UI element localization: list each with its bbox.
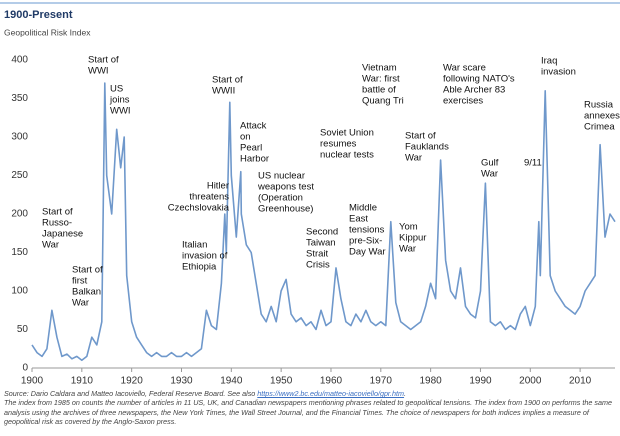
chart: 1900-Present Geopolitical Risk Index 0 50… bbox=[0, 2, 620, 387]
y-tick-label: 250 bbox=[11, 170, 28, 181]
annotation: tensions bbox=[349, 225, 385, 236]
x-tick-label: 1900 bbox=[21, 376, 44, 387]
annotation: invasion bbox=[541, 67, 576, 78]
annotation: Second bbox=[306, 227, 338, 238]
line bbox=[31, 82, 616, 362]
annotation: Quang Tri bbox=[362, 96, 404, 107]
source-note: Source: Dario Caldara and Matteo Iacovie… bbox=[4, 389, 612, 427]
annotation: Start of bbox=[72, 265, 103, 276]
annotation: Harbor bbox=[240, 154, 269, 165]
x-tick-label: 1950 bbox=[270, 376, 293, 387]
annotation: following NATO's bbox=[443, 74, 515, 85]
annotation: Ethiopia bbox=[182, 262, 217, 273]
annotation: first bbox=[72, 276, 88, 287]
annotation: Able Archer 83 bbox=[443, 85, 505, 96]
annotation: Taiwan bbox=[306, 238, 336, 249]
annotation: War bbox=[405, 153, 422, 164]
y-tick-label: 300 bbox=[11, 132, 28, 143]
annotation: Fauklands bbox=[405, 142, 449, 153]
x-tick-label: 1930 bbox=[170, 376, 193, 387]
annotation: US bbox=[110, 84, 123, 95]
y-tick-label: 50 bbox=[17, 324, 29, 335]
annotation: East bbox=[349, 214, 368, 225]
annotation: War bbox=[42, 240, 59, 251]
annotation: Japanese bbox=[42, 229, 83, 240]
annotation: Start of bbox=[212, 75, 243, 86]
y-tick-label: 150 bbox=[11, 247, 28, 258]
annotation: Attack bbox=[240, 121, 267, 132]
annotation: WWII bbox=[212, 86, 235, 97]
annotation: nuclear tests bbox=[320, 150, 374, 161]
chart-title: 1900-Present bbox=[4, 9, 73, 21]
annotation: Start of bbox=[88, 55, 119, 66]
annotation: WWI bbox=[88, 66, 109, 77]
annotation: Greenhouse) bbox=[258, 204, 313, 215]
annotation: battle of bbox=[362, 85, 396, 96]
x-tick-label: 1940 bbox=[220, 376, 243, 387]
annotation: weapons test bbox=[257, 182, 314, 193]
y-tick-label: 0 bbox=[22, 363, 28, 374]
annotation: Middle bbox=[349, 203, 377, 214]
annotation: invasion of bbox=[182, 251, 228, 262]
annotation: War bbox=[72, 298, 89, 309]
annotation: Yom bbox=[399, 222, 418, 233]
annotation: threatens bbox=[189, 192, 229, 203]
x-tick-label: 1910 bbox=[71, 376, 94, 387]
chart-subtitle: Geopolitical Risk Index bbox=[4, 27, 91, 37]
annotation: Italian bbox=[182, 240, 207, 251]
annotation: Czechslovakia bbox=[168, 203, 230, 214]
source-link[interactable]: https://www2.bc.edu/matteo-iacoviello/gp… bbox=[257, 389, 405, 398]
annotation: Kippur bbox=[399, 233, 426, 244]
annotation: Start of bbox=[42, 207, 73, 218]
annotation: Iraq bbox=[541, 56, 557, 67]
annotation: resumes bbox=[320, 139, 357, 150]
annotation: pre-Six- bbox=[349, 236, 382, 247]
x-tick-label: 1990 bbox=[469, 376, 492, 387]
x-tick-label: 1970 bbox=[370, 376, 393, 387]
y-tick-label: 400 bbox=[11, 55, 28, 66]
annotation: War bbox=[399, 244, 416, 255]
annotation: Hitler bbox=[207, 181, 229, 192]
note: The index from 1985 on counts the number… bbox=[4, 398, 612, 427]
annotation: War bbox=[481, 169, 498, 180]
x-tick-label: 2000 bbox=[519, 376, 542, 387]
annotation: Crisis bbox=[306, 260, 330, 271]
annotation: exercises bbox=[443, 96, 483, 107]
annotation: Russia bbox=[584, 100, 614, 111]
x-tick-label: 1960 bbox=[320, 376, 343, 387]
annotation: Vietnam bbox=[362, 63, 397, 74]
annotation: Gulf bbox=[481, 158, 499, 169]
annotation: Start of bbox=[405, 131, 436, 142]
annotation: Day War bbox=[349, 247, 386, 258]
source: Source: Dario Caldara and Matteo Iacovie… bbox=[4, 389, 256, 398]
y-tick-label: 200 bbox=[11, 209, 28, 220]
annotation: Strait bbox=[306, 249, 329, 260]
annotation: Soviet Union bbox=[320, 128, 374, 139]
annotation: WWI bbox=[110, 106, 131, 117]
x-tick-label: 1980 bbox=[420, 376, 443, 387]
y-tick-label: 100 bbox=[11, 286, 28, 297]
annotation: annexes bbox=[584, 111, 620, 122]
annotation: US nuclear bbox=[258, 171, 305, 182]
y-tick-label: 350 bbox=[11, 93, 28, 104]
annotation: War scare bbox=[443, 63, 486, 74]
annotation: on bbox=[240, 132, 251, 143]
x-tick-label: 1920 bbox=[121, 376, 144, 387]
annotation: 9/11 bbox=[524, 158, 542, 169]
annotation: War: first bbox=[362, 74, 400, 85]
annotation: Crimea bbox=[584, 122, 615, 133]
x-tick-label: 2010 bbox=[569, 376, 592, 387]
annotation: joins bbox=[109, 95, 130, 106]
annotation: Russo- bbox=[42, 218, 72, 229]
annotation: (Operation bbox=[258, 193, 303, 204]
annotation: Pearl bbox=[240, 143, 262, 154]
annotation: Balkan bbox=[72, 287, 101, 298]
